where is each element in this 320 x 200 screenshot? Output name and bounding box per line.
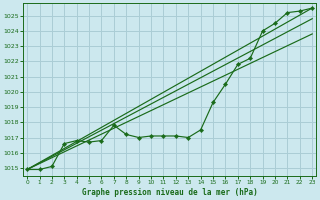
X-axis label: Graphe pression niveau de la mer (hPa): Graphe pression niveau de la mer (hPa)	[82, 188, 258, 197]
